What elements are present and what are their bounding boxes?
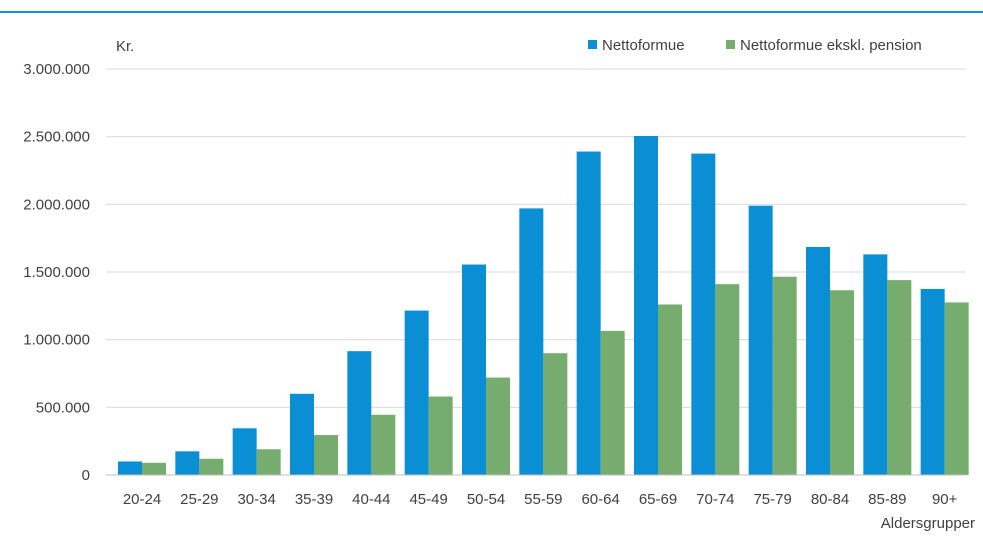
bar-nettoformue-ekskl-pension bbox=[256, 449, 281, 475]
bar-nettoformue bbox=[462, 264, 486, 475]
bar-nettoformue-ekskl-pension bbox=[199, 458, 224, 475]
bar-nettoformue-ekskl-pension bbox=[715, 284, 740, 475]
x-tick-label: 55-59 bbox=[524, 491, 562, 508]
x-tick-label: 80-84 bbox=[811, 491, 849, 508]
x-tick-label: 90+ bbox=[932, 491, 958, 508]
bars bbox=[118, 135, 969, 476]
y-tick-label: 0 bbox=[82, 467, 90, 484]
x-tick-label: 70-74 bbox=[696, 491, 734, 508]
legend-label: Nettoformue bbox=[602, 37, 685, 54]
x-tick-label: 50-54 bbox=[467, 491, 505, 508]
y-tick-label: 500.000 bbox=[36, 399, 90, 416]
y-unit-label: Kr. bbox=[116, 38, 134, 55]
bar-nettoformue bbox=[404, 310, 429, 475]
x-tick-label: 85-89 bbox=[868, 491, 906, 508]
y-tick-label: 2.500.000 bbox=[23, 129, 90, 146]
bar-nettoformue bbox=[920, 288, 945, 475]
y-axis-ticks: 0 500.000 1.000.000 1.500.000 2.000.000 2.500… bbox=[23, 61, 90, 484]
bar-nettoformue bbox=[290, 393, 314, 475]
x-tick-label: 20-24 bbox=[123, 491, 161, 508]
x-tick-label: 65-69 bbox=[639, 491, 677, 508]
x-tick-label: 40-44 bbox=[352, 491, 390, 508]
bar-nettoformue bbox=[691, 153, 716, 476]
bar-nettoformue bbox=[232, 428, 257, 475]
bar-nettoformue-ekskl-pension bbox=[371, 414, 396, 475]
bar-nettoformue bbox=[634, 135, 658, 476]
bar-nettoformue bbox=[347, 351, 372, 475]
bar-nettoformue-ekskl-pension bbox=[887, 280, 912, 475]
y-tick-label: 2.000.000 bbox=[23, 196, 90, 213]
legend-swatch bbox=[726, 40, 735, 49]
bar-nettoformue bbox=[806, 246, 830, 475]
bar-nettoformue bbox=[519, 208, 544, 476]
x-axis-label: Aldersgrupper bbox=[881, 515, 975, 532]
x-tick-label: 60-64 bbox=[581, 491, 619, 508]
bar-nettoformue-ekskl-pension bbox=[830, 290, 854, 475]
header-rule bbox=[0, 11, 983, 13]
x-tick-label: 45-49 bbox=[409, 491, 447, 508]
x-tick-label: 75-79 bbox=[753, 491, 791, 508]
x-tick-label: 25-29 bbox=[180, 491, 218, 508]
y-tick-label: 1.000.000 bbox=[23, 332, 90, 349]
bar-nettoformue-ekskl-pension bbox=[772, 276, 797, 475]
legend-label: Nettoformue ekskl. pension bbox=[740, 37, 922, 54]
legend: Nettoformue Nettoformue ekskl. pension bbox=[588, 37, 922, 54]
bar-nettoformue bbox=[576, 151, 601, 475]
bar-nettoformue-ekskl-pension bbox=[658, 304, 682, 475]
y-tick-label: 3.000.000 bbox=[23, 61, 90, 78]
y-tick-label: 1.500.000 bbox=[23, 264, 90, 281]
x-axis-ticks: 20-24 25-29 30-34 35-39 40-44 45-49 50-54 55-59… bbox=[123, 491, 958, 508]
bar-nettoformue bbox=[118, 461, 142, 475]
legend-swatch bbox=[588, 40, 597, 49]
x-tick-label: 30-34 bbox=[237, 491, 275, 508]
bar-nettoformue bbox=[175, 451, 200, 475]
bar-nettoformue-ekskl-pension bbox=[142, 462, 166, 475]
bar-nettoformue-ekskl-pension bbox=[486, 377, 510, 475]
bar-nettoformue-ekskl-pension bbox=[543, 353, 568, 475]
bar-nettoformue-ekskl-pension bbox=[314, 435, 338, 475]
bar-nettoformue bbox=[863, 254, 888, 475]
bar-nettoformue-ekskl-pension bbox=[428, 396, 453, 475]
bar-nettoformue-ekskl-pension bbox=[944, 302, 969, 475]
bar-nettoformue bbox=[748, 205, 773, 476]
x-tick-label: 35-39 bbox=[295, 491, 333, 508]
bar-nettoformue-ekskl-pension bbox=[600, 330, 625, 475]
